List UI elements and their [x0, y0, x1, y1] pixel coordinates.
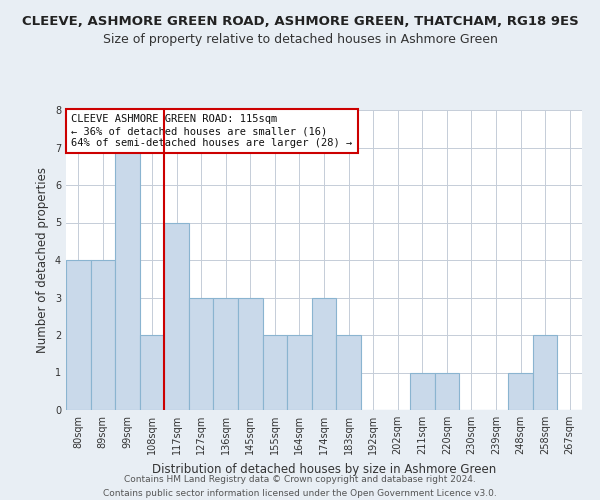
Bar — [66, 260, 91, 410]
Bar — [263, 335, 287, 410]
Bar — [508, 372, 533, 410]
Text: Contains HM Land Registry data © Crown copyright and database right 2024.
Contai: Contains HM Land Registry data © Crown c… — [103, 476, 497, 498]
Bar — [91, 260, 115, 410]
Text: CLEEVE, ASHMORE GREEN ROAD, ASHMORE GREEN, THATCHAM, RG18 9ES: CLEEVE, ASHMORE GREEN ROAD, ASHMORE GREE… — [22, 15, 578, 28]
Bar — [189, 298, 214, 410]
Bar — [287, 335, 312, 410]
Bar — [410, 372, 434, 410]
Bar — [115, 148, 140, 410]
Bar — [336, 335, 361, 410]
Bar — [238, 298, 263, 410]
Text: CLEEVE ASHMORE GREEN ROAD: 115sqm
← 36% of detached houses are smaller (16)
64% : CLEEVE ASHMORE GREEN ROAD: 115sqm ← 36% … — [71, 114, 352, 148]
X-axis label: Distribution of detached houses by size in Ashmore Green: Distribution of detached houses by size … — [152, 462, 496, 475]
Bar — [164, 222, 189, 410]
Bar — [312, 298, 336, 410]
Text: Size of property relative to detached houses in Ashmore Green: Size of property relative to detached ho… — [103, 32, 497, 46]
Bar — [140, 335, 164, 410]
Bar — [214, 298, 238, 410]
Y-axis label: Number of detached properties: Number of detached properties — [37, 167, 49, 353]
Bar — [434, 372, 459, 410]
Bar — [533, 335, 557, 410]
